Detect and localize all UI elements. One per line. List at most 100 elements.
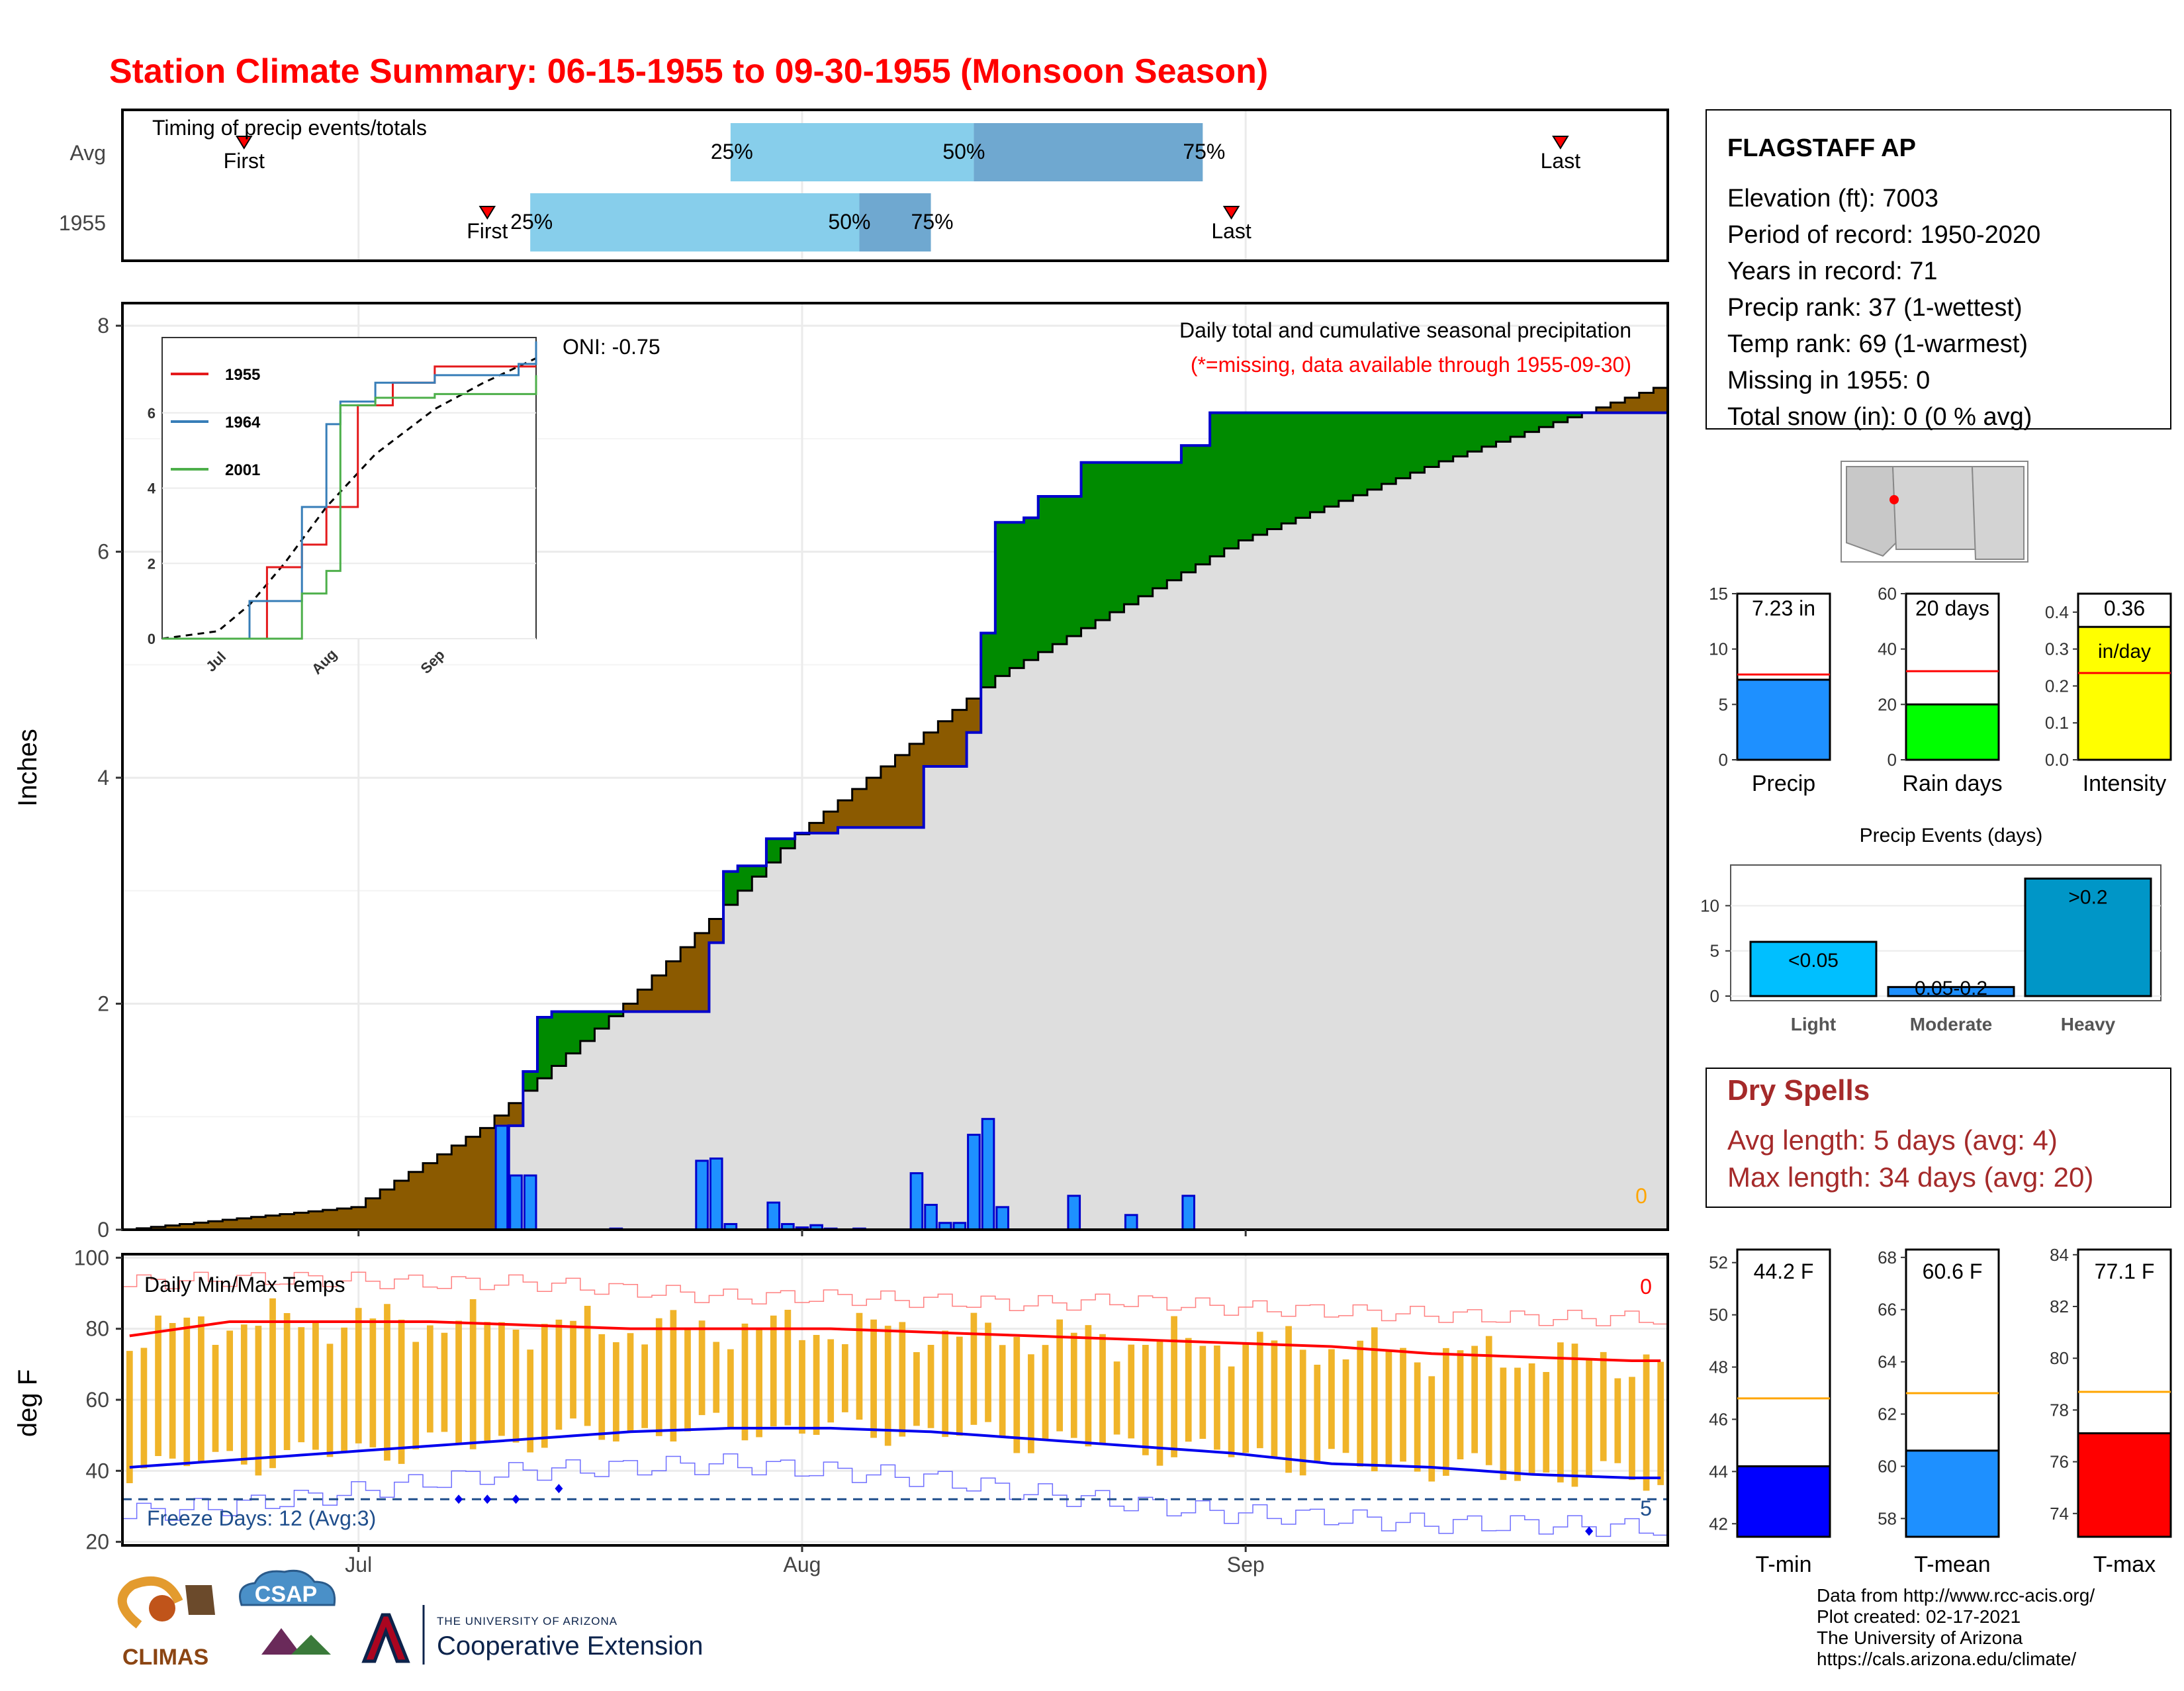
timing-avg-p75-label: 75% bbox=[1183, 140, 1225, 163]
timing-avg-q25-q50-bar bbox=[730, 123, 974, 181]
timing-avg-last-label: Last bbox=[1541, 149, 1581, 173]
mini-bar-category-label-0: Precip bbox=[1752, 771, 1815, 796]
dry-spells-avg: Avg length: 5 days (avg: 4) bbox=[1727, 1124, 2058, 1156]
mini-bar-ytick-label: 0.3 bbox=[2045, 639, 2069, 659]
temp-bar-ytick-label: 62 bbox=[1878, 1404, 1897, 1424]
temp-bar-value-2 bbox=[2077, 1432, 2172, 1538]
inset-series-2001-line bbox=[162, 375, 537, 640]
temp-ylabel: deg F bbox=[13, 1369, 42, 1437]
events-ytick-label: 0 bbox=[1710, 986, 1719, 1006]
temp-label: Daily Min/Max Temps bbox=[144, 1273, 345, 1297]
temp-bar-ytick-label: 66 bbox=[1878, 1300, 1897, 1320]
daily-precip-bar bbox=[981, 1118, 995, 1231]
timing-1955-q25-q50-bar bbox=[530, 193, 860, 251]
footer-logos: CLIMAS CSAP THE UNIVERSITY OF ARIZONA Co… bbox=[117, 1569, 703, 1670]
freeze-day-marker bbox=[1585, 1526, 1594, 1536]
csap-wordmark: CSAP bbox=[255, 1582, 317, 1607]
mini-bar-unit-label-2: in/day bbox=[2098, 641, 2151, 663]
precip-panel: 0 2 4 6 8 Inches Daily total and cumulative … bbox=[13, 302, 1669, 1242]
temp-bar-value-0 bbox=[1736, 1465, 1831, 1538]
station-info-line: Period of record: 1950-2020 bbox=[1727, 221, 2040, 249]
temp-ytick-label: 100 bbox=[74, 1246, 109, 1269]
temp-bar-ytick-label: 80 bbox=[2050, 1348, 2069, 1368]
daily-precip-bar bbox=[1067, 1195, 1081, 1231]
precip-ytick-label: 2 bbox=[97, 992, 109, 1016]
events-bar-label-1: 0.05-0.2 bbox=[1915, 978, 1987, 999]
precip-ylabel: Inches bbox=[13, 729, 42, 807]
avg-cumulative-line bbox=[122, 387, 1668, 1231]
temp-bar-ytick-label: 78 bbox=[2050, 1400, 2069, 1420]
neighbor-state-shape bbox=[1971, 466, 2025, 560]
timing-1955-first-label: First bbox=[467, 219, 508, 243]
mini-bar-ytick-label: 5 bbox=[1719, 694, 1728, 714]
mini-bar-value-label-0: 7.23 in bbox=[1752, 596, 1815, 620]
events-title: Precip Events (days) bbox=[1860, 825, 2043, 846]
station-info-line: Temp rank: 69 (1-warmest) bbox=[1727, 330, 2028, 358]
mini-bar-value-label-1: 20 days bbox=[1915, 596, 1989, 620]
temp-bar-ytick-label: 76 bbox=[2050, 1452, 2069, 1472]
timing-panel: First Last 25% 50% 75% First Last 25% 50% 75% Tim… bbox=[59, 109, 1669, 262]
temp-bar-ytick-label: 48 bbox=[1709, 1357, 1728, 1377]
temp-bar-ytick-label: 82 bbox=[2050, 1297, 2069, 1316]
daily-precip-bar bbox=[909, 1172, 924, 1231]
timing-avg-q50-q75-bar bbox=[974, 123, 1203, 181]
dry-spells-max: Max length: 34 days (avg: 20) bbox=[1727, 1162, 2093, 1193]
freeze-day-marker bbox=[555, 1484, 563, 1494]
month-label: Jul bbox=[345, 1553, 372, 1577]
temp-bar-value-label-0: 44.2 F bbox=[1754, 1259, 1814, 1283]
mini-bar-value-0 bbox=[1736, 678, 1831, 761]
record-min-line bbox=[122, 1453, 1668, 1537]
events-bar-heavy bbox=[2024, 877, 2152, 997]
timing-1955-p50-label: 50% bbox=[828, 210, 870, 234]
temp-ytick-label: 80 bbox=[85, 1317, 109, 1341]
temp-ytick-label: 60 bbox=[85, 1388, 109, 1412]
events-bar-label-2: >0.2 bbox=[2068, 886, 2107, 908]
daily-precip-bar bbox=[1124, 1214, 1138, 1231]
temp-bar-ytick-label: 52 bbox=[1709, 1253, 1728, 1273]
temp-bar-ytick-label: 58 bbox=[1878, 1508, 1897, 1528]
mini-bar-ytick-label: 10 bbox=[1709, 639, 1728, 659]
station-info-line: Precip rank: 37 (1-wettest) bbox=[1727, 294, 2023, 322]
climas-logo: CLIMAS bbox=[117, 1576, 215, 1670]
mini-bar-ytick-label: 0.2 bbox=[2045, 676, 2069, 696]
station-info-box: FLAGSTAFF AP Elevation (ft): 7003 Period … bbox=[1706, 109, 2171, 431]
timing-avg-first-marker bbox=[235, 136, 253, 150]
new-mexico-state-shape bbox=[1891, 466, 1977, 550]
temp-bar-ytick-label: 44 bbox=[1709, 1461, 1728, 1481]
daily-precip-bar bbox=[995, 1206, 1009, 1231]
location-map bbox=[1841, 461, 2028, 563]
events-ytick-label: 5 bbox=[1710, 941, 1719, 961]
events-category-label-1: Moderate bbox=[1910, 1014, 1992, 1034]
timing-1955-last-label: Last bbox=[1211, 219, 1251, 243]
precip-ytick-label: 8 bbox=[97, 314, 109, 338]
freeze-days-label: Freeze Days: 12 (Avg:3) bbox=[147, 1506, 376, 1530]
temp-bar-ytick-label: 42 bbox=[1709, 1514, 1728, 1533]
month-label: Aug bbox=[783, 1553, 821, 1577]
freeze-day-marker bbox=[512, 1494, 520, 1504]
temp-bar-category-label-0: T-min bbox=[1756, 1552, 1812, 1577]
temp-bar-ytick-label: 60 bbox=[1878, 1456, 1897, 1476]
station-info-line: Years in record: 71 bbox=[1727, 257, 1938, 285]
temp-ytick-label: 20 bbox=[85, 1530, 109, 1554]
timing-row-1955: 1955 bbox=[59, 211, 106, 235]
timing-1955-p75-label: 75% bbox=[911, 210, 954, 234]
station-info-line: Missing in 1955: 0 bbox=[1727, 367, 1930, 394]
temp-panel: 20 40 60 80 100 Daily Min/Max Temps deg F Fr… bbox=[13, 1230, 1669, 1577]
daily-precip-bar bbox=[523, 1174, 537, 1231]
mini-bar-ytick-label: 60 bbox=[1878, 584, 1897, 604]
temp-bar-category-label-1: T-mean bbox=[1914, 1552, 1990, 1577]
inset-ytick-label: 6 bbox=[148, 405, 156, 422]
precip-header-1: Daily total and cumulative seasonal prec… bbox=[1179, 318, 1631, 342]
events-bar-moderate bbox=[1887, 985, 2015, 997]
seasonal-mini-bars: 0 5 10 15 7.23 in Precip 0 20 40 60 20 days Rain da… bbox=[1709, 584, 2172, 796]
inset-ytick-label: 2 bbox=[148, 555, 156, 572]
mini-bar-ytick-label: 40 bbox=[1878, 639, 1897, 659]
record-max-line bbox=[122, 1271, 1668, 1326]
precip-ytick-label: 0 bbox=[97, 1218, 109, 1242]
ua-big-text: Cooperative Extension bbox=[437, 1631, 703, 1661]
daily-precip-bar bbox=[967, 1134, 981, 1231]
daily-precip-bar bbox=[709, 1157, 723, 1231]
